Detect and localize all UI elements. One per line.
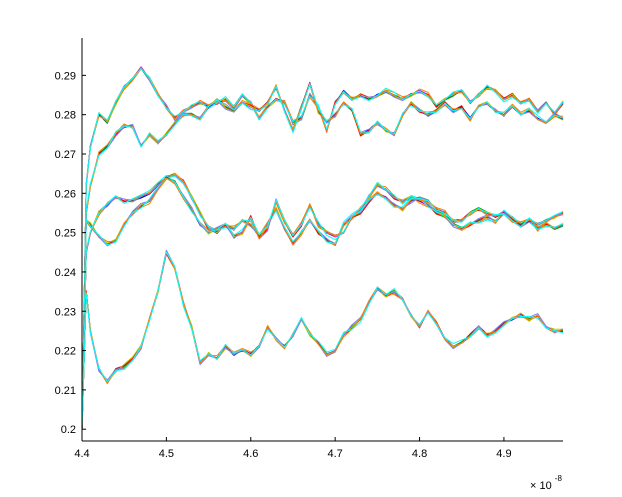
x-tick-label: 4.8 — [412, 448, 427, 460]
series-line — [81, 68, 564, 430]
x-tick-label: 4.5 — [159, 448, 174, 460]
series-line — [81, 66, 564, 430]
series-line — [81, 251, 564, 430]
y-tick-label: 0.23 — [55, 306, 76, 318]
curve-bundle-middle-a — [81, 172, 564, 430]
series-line — [81, 83, 564, 430]
x-axis-multiplier-base: × 10 — [530, 480, 552, 492]
series-line — [81, 251, 564, 430]
series-line — [81, 251, 563, 430]
series-line — [81, 67, 564, 430]
series-line — [81, 252, 564, 430]
x-tick-label: 4.7 — [328, 448, 343, 460]
series-layer — [81, 66, 564, 430]
y-tick-label: 0.24 — [55, 267, 76, 279]
series-line — [81, 253, 564, 430]
series-line — [81, 66, 564, 430]
y-axis-ticks: 0.2 0.21 0.22 0.23 0.24 0.25 0.26 0.27 0.28 0.29 — [55, 70, 86, 436]
series-line — [81, 82, 564, 430]
x-tick-label: 4.6 — [243, 448, 258, 460]
x-tick-label: 4.4 — [74, 448, 89, 460]
series-line — [81, 83, 564, 430]
series-line — [81, 175, 564, 430]
series-line — [81, 83, 564, 430]
y-tick-label: 0.2 — [61, 424, 76, 436]
y-tick-label: 0.25 — [55, 228, 76, 240]
series-line — [81, 251, 564, 430]
series-line — [81, 174, 564, 430]
series-line — [81, 249, 564, 430]
x-tick-label: 4.9 — [496, 448, 511, 460]
series-line — [81, 84, 564, 430]
series-line — [81, 82, 564, 430]
series-line — [81, 67, 564, 430]
series-line — [81, 177, 564, 430]
y-tick-label: 0.21 — [55, 385, 76, 397]
series-line — [81, 68, 564, 430]
series-line — [81, 82, 564, 430]
curve-bundle-bottom — [81, 249, 564, 430]
series-line — [81, 81, 564, 430]
axes — [81, 38, 563, 442]
series-line — [81, 82, 564, 430]
x-axis-multiplier-exponent: -8 — [555, 474, 563, 483]
x-axis-ticks: 4.4 4.5 4.6 4.7 4.8 4.9 — [74, 437, 512, 460]
x-axis-multiplier-label: × 10 -8 — [530, 474, 562, 492]
y-tick-label: 0.26 — [55, 188, 76, 200]
series-line — [81, 67, 564, 430]
series-line — [81, 68, 564, 430]
series-line — [81, 250, 564, 430]
series-line — [81, 66, 564, 430]
y-tick-label: 0.27 — [55, 149, 76, 161]
curve-bundle-middle-b — [81, 174, 564, 430]
y-tick-label: 0.28 — [55, 110, 76, 122]
series-line — [81, 251, 564, 430]
series-line — [81, 84, 564, 430]
y-tick-label: 0.22 — [55, 346, 76, 358]
series-line — [81, 251, 564, 430]
curve-bundle-top-lower — [81, 81, 564, 430]
y-tick-label: 0.29 — [55, 70, 76, 82]
curve-bundle-top-upper — [81, 66, 564, 430]
